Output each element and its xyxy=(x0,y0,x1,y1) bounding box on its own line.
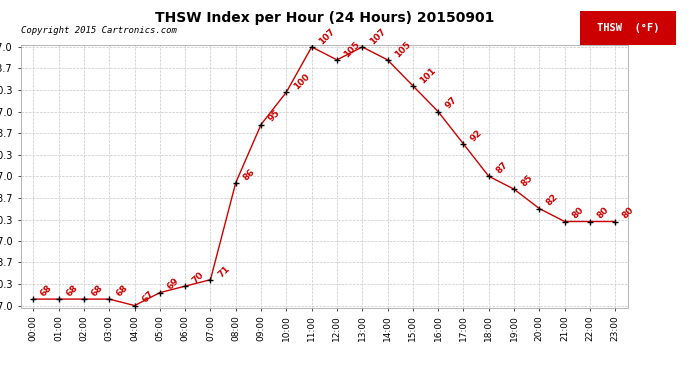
Text: 68: 68 xyxy=(39,283,54,298)
Text: THSW  (°F): THSW (°F) xyxy=(597,23,659,33)
Text: 68: 68 xyxy=(90,283,105,298)
Text: 107: 107 xyxy=(368,27,387,46)
Text: 80: 80 xyxy=(570,206,585,221)
Text: 100: 100 xyxy=(292,72,311,92)
Text: 69: 69 xyxy=(166,276,181,292)
Text: 107: 107 xyxy=(317,27,337,46)
Text: 97: 97 xyxy=(444,95,459,111)
Text: THSW Index per Hour (24 Hours) 20150901: THSW Index per Hour (24 Hours) 20150901 xyxy=(155,11,494,25)
Text: 70: 70 xyxy=(190,270,206,285)
Text: 86: 86 xyxy=(241,167,257,182)
Text: 95: 95 xyxy=(266,108,282,124)
Text: 68: 68 xyxy=(64,283,79,298)
Text: Copyright 2015 Cartronics.com: Copyright 2015 Cartronics.com xyxy=(21,26,177,35)
Text: 80: 80 xyxy=(595,206,611,221)
Text: 71: 71 xyxy=(216,264,231,279)
Text: 80: 80 xyxy=(621,206,636,221)
Text: 67: 67 xyxy=(140,290,155,305)
Text: 105: 105 xyxy=(393,39,413,59)
Text: 82: 82 xyxy=(545,193,560,208)
Text: 85: 85 xyxy=(520,173,535,188)
Text: 105: 105 xyxy=(342,39,362,59)
Text: 87: 87 xyxy=(494,160,510,176)
Text: 101: 101 xyxy=(418,65,438,85)
Text: 68: 68 xyxy=(115,283,130,298)
Text: 92: 92 xyxy=(469,128,484,143)
